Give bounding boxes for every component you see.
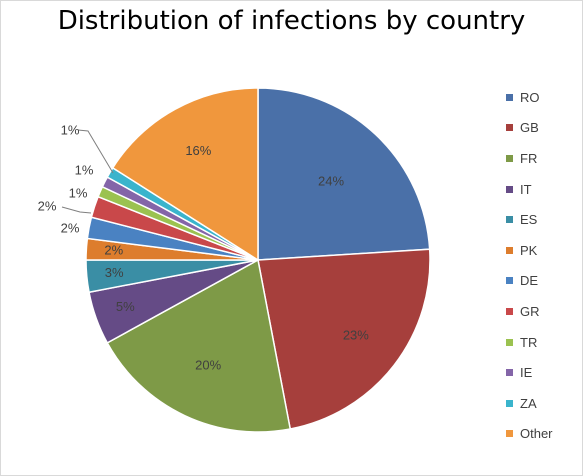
data-label-pk: 2% xyxy=(104,242,123,257)
legend-label: RO xyxy=(520,89,540,105)
data-label-it: 5% xyxy=(116,299,135,314)
legend-item-other: Other xyxy=(506,419,553,450)
legend-item-za: ZA xyxy=(506,388,553,419)
legend-swatch xyxy=(506,307,513,315)
data-label-za: 1% xyxy=(61,122,80,137)
pie-slice-ro xyxy=(257,87,431,261)
legend-swatch xyxy=(506,93,513,101)
legend-label: GB xyxy=(520,120,539,136)
data-label-ro: 24% xyxy=(318,174,344,189)
data-label-other: 16% xyxy=(185,143,211,158)
legend-label: IT xyxy=(520,181,532,197)
legend-swatch xyxy=(506,338,513,346)
legend-item-it: IT xyxy=(506,174,553,205)
data-label-ie: 1% xyxy=(75,162,94,177)
leader-line-za xyxy=(77,129,114,174)
legend-label: FR xyxy=(520,150,538,166)
legend-swatch xyxy=(506,124,513,132)
legend-item-gr: GR xyxy=(506,296,553,327)
legend-swatch xyxy=(506,399,513,407)
data-label-tr: 1% xyxy=(69,185,88,200)
legend-swatch xyxy=(506,246,513,254)
legend-label: ZA xyxy=(520,395,537,411)
pie-slice-gb xyxy=(257,248,431,430)
legend-swatch xyxy=(506,369,513,377)
legend-item-gb: GB xyxy=(506,113,553,144)
legend-item-pk: PK xyxy=(506,235,553,266)
data-label-es: 3% xyxy=(105,265,124,280)
legend-label: PK xyxy=(520,242,538,258)
leader-line-gr xyxy=(61,206,92,214)
legend-item-es: ES xyxy=(506,204,553,235)
legend-swatch xyxy=(506,185,513,193)
chart-legend: RO GB FR IT ES PK DE GR TR IE ZA Other xyxy=(506,82,553,449)
legend-label: IE xyxy=(520,365,533,381)
legend-label: ES xyxy=(520,212,538,228)
legend-item-ro: RO xyxy=(506,82,553,113)
legend-item-ie: IE xyxy=(506,357,553,388)
legend-label: GR xyxy=(520,303,540,319)
legend-item-de: DE xyxy=(506,266,553,297)
data-label-gr: 2% xyxy=(38,198,57,213)
legend-swatch xyxy=(506,430,513,438)
chart-title: Distribution of infections by country xyxy=(57,6,526,36)
legend-swatch xyxy=(506,277,513,285)
data-label-fr: 20% xyxy=(195,357,221,372)
legend-label: Other xyxy=(520,426,553,442)
legend-swatch xyxy=(506,154,513,162)
data-label-gb: 23% xyxy=(343,327,369,342)
legend-item-fr: FR xyxy=(506,143,553,174)
legend-swatch xyxy=(506,216,513,224)
legend-label: DE xyxy=(520,273,539,289)
pie-slice-other xyxy=(111,87,259,262)
pie-slice-fr xyxy=(106,258,292,433)
legend-label: TR xyxy=(520,334,538,350)
data-label-de: 2% xyxy=(61,220,80,235)
legend-item-tr: TR xyxy=(506,327,553,358)
